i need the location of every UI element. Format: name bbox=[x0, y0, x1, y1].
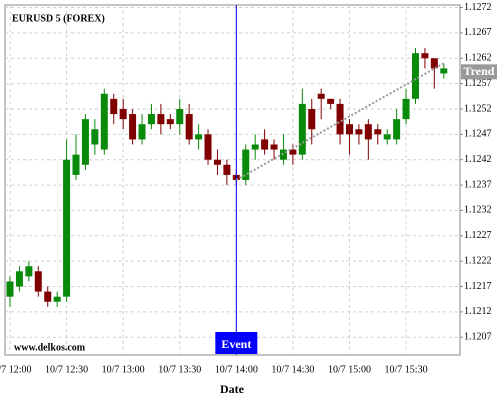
x-tick-label: 10/7 14:30 bbox=[271, 364, 314, 375]
candle-body bbox=[6, 281, 14, 297]
x-tick-label: 10/7 12:30 bbox=[45, 364, 88, 375]
x-tick-label: 10/7 13:00 bbox=[102, 364, 145, 375]
candle-body bbox=[15, 271, 23, 287]
plot-area bbox=[4, 4, 461, 356]
watermark: www.delkos.com bbox=[14, 342, 86, 353]
candle-body bbox=[374, 129, 382, 135]
candle-body bbox=[421, 53, 429, 59]
y-tick-label: 1.1222 bbox=[464, 255, 492, 266]
candle-body bbox=[25, 266, 33, 277]
candle-body bbox=[44, 291, 52, 302]
candle-body bbox=[393, 119, 401, 140]
candle-body bbox=[289, 149, 297, 155]
y-tick-label: 1.1267 bbox=[464, 27, 492, 38]
candle-body bbox=[147, 114, 155, 125]
candle-body bbox=[195, 134, 203, 140]
candle-body bbox=[251, 144, 259, 150]
candle-body bbox=[53, 296, 61, 302]
event-label: Event bbox=[221, 337, 251, 351]
candle-body bbox=[355, 129, 363, 135]
y-tick-label: 1.1242 bbox=[464, 154, 492, 165]
chart-title: EURUSD 5 (FOREX) bbox=[12, 13, 105, 24]
candle-body bbox=[336, 103, 344, 135]
candle-body bbox=[308, 108, 316, 130]
y-tick-label: 1.1227 bbox=[464, 230, 492, 241]
candle-body bbox=[100, 93, 108, 150]
candle-body bbox=[242, 149, 250, 180]
event-box bbox=[215, 332, 258, 354]
candle-body bbox=[81, 119, 89, 165]
candle-body bbox=[119, 108, 127, 120]
y-tick-label: 1.1272 bbox=[464, 2, 492, 13]
candle-body bbox=[270, 144, 278, 150]
candle-body bbox=[364, 124, 372, 140]
candle-body bbox=[261, 139, 269, 150]
x-tick-label: 10/7 14:00 bbox=[215, 364, 258, 375]
candle-body bbox=[34, 271, 42, 292]
candle-body bbox=[176, 108, 184, 125]
trend-box bbox=[461, 64, 497, 80]
candle-body bbox=[72, 154, 80, 175]
candle-body bbox=[204, 134, 212, 160]
y-tick-label: 1.1212 bbox=[464, 306, 492, 317]
x-tick-label: 10/7 15:30 bbox=[385, 364, 428, 375]
candle-body bbox=[213, 159, 221, 165]
candle-body bbox=[402, 98, 410, 120]
candle-body bbox=[91, 129, 99, 145]
candle-body bbox=[298, 103, 306, 155]
candle-body bbox=[411, 53, 419, 99]
candle-body bbox=[430, 58, 438, 69]
candle-body bbox=[345, 124, 353, 135]
candle-body bbox=[383, 134, 391, 140]
candle-body bbox=[327, 98, 335, 104]
y-tick-label: 1.1257 bbox=[464, 78, 492, 89]
y-tick-label: 1.1247 bbox=[464, 129, 492, 140]
candle-body bbox=[138, 124, 146, 140]
y-tick-label: 1.1262 bbox=[464, 53, 492, 64]
y-tick-label: 1.1252 bbox=[464, 103, 492, 114]
y-tick-label: 1.1232 bbox=[464, 205, 492, 216]
candle-body bbox=[440, 68, 448, 74]
candle-body bbox=[110, 98, 118, 115]
marks bbox=[6, 48, 448, 307]
candle-body bbox=[317, 93, 325, 99]
candle-body bbox=[279, 149, 287, 160]
y-tick-label: 1.1217 bbox=[464, 281, 492, 292]
candle-body bbox=[157, 114, 165, 125]
x-tick-label: 10/7 15:00 bbox=[328, 364, 371, 375]
trend-label: Trend bbox=[464, 64, 495, 78]
candle-body bbox=[185, 114, 193, 140]
y-tick-label: 1.1207 bbox=[464, 332, 492, 343]
x-axis-title: Date bbox=[220, 382, 245, 396]
x-tick-label: 10/7 12:00 bbox=[0, 364, 32, 375]
candle-body bbox=[63, 159, 71, 297]
candle-body bbox=[166, 119, 174, 125]
x-tick-label: 10/7 13:30 bbox=[158, 364, 201, 375]
candle-body bbox=[129, 114, 137, 140]
y-tick-label: 1.1237 bbox=[464, 179, 492, 190]
candle-body bbox=[223, 164, 231, 175]
